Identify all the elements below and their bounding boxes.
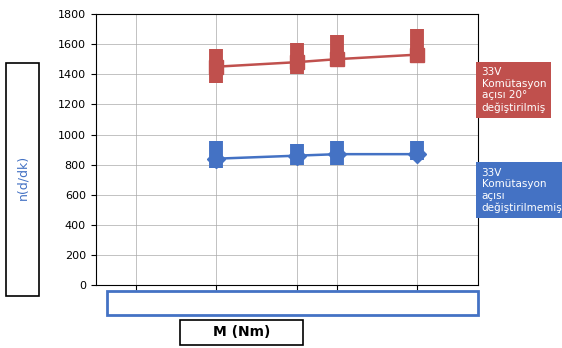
Text: n(d/dk): n(d/dk) [16,155,29,200]
Text: M (Nm): M (Nm) [213,325,270,339]
Text: 33V
Komütasyon
açısı 20°
değiştirilmiş: 33V Komütasyon açısı 20° değiştirilmiş [482,67,546,113]
Text: 33V
Komütasyon
açısı
değiştirilmemiş: 33V Komütasyon açısı değiştirilmemiş [482,168,562,213]
